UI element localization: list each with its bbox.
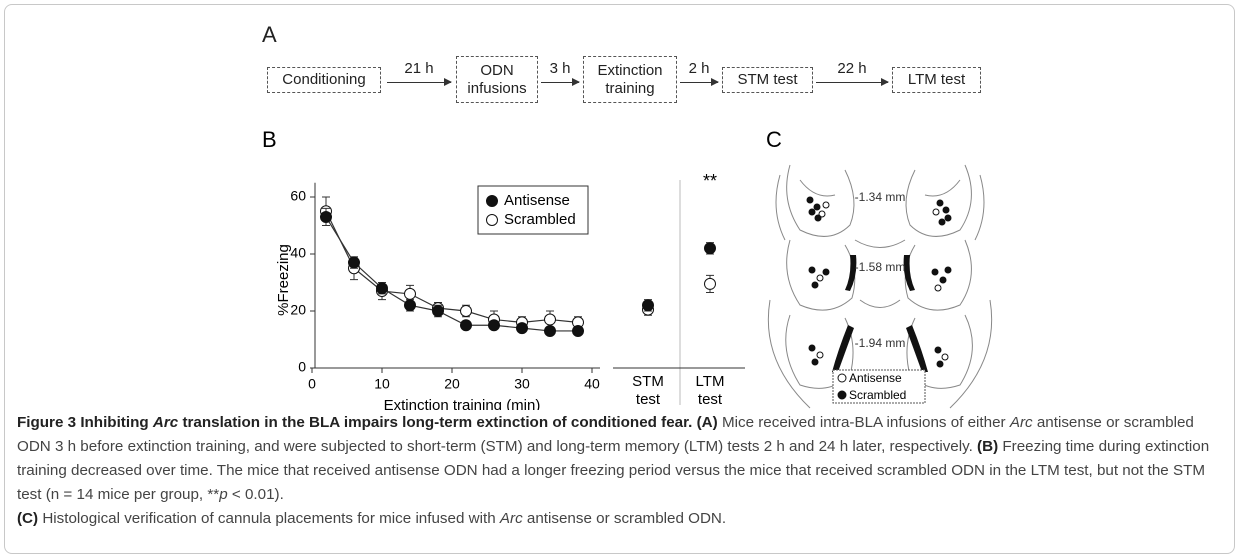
data-point xyxy=(404,299,416,312)
panel-label: C xyxy=(766,127,782,152)
interval-label: 21 h xyxy=(404,60,434,77)
caption-text: (B) xyxy=(977,438,999,455)
y-tick-label: 60 xyxy=(290,188,306,204)
data-point xyxy=(488,319,500,332)
data-point xyxy=(404,287,416,300)
caption-text: Arc xyxy=(152,414,179,431)
arrow xyxy=(816,78,889,86)
series-line xyxy=(325,216,578,332)
y-tick-label: 20 xyxy=(290,302,306,318)
legend-label: Antisense xyxy=(849,371,902,385)
x-tick-label: 30 xyxy=(514,376,530,392)
data-point xyxy=(516,322,528,335)
test-category-label: test xyxy=(636,391,661,408)
y-axis-label: %Freezing xyxy=(275,244,292,316)
ventricle xyxy=(906,325,928,372)
figure-frame xyxy=(4,4,1235,554)
data-point xyxy=(348,256,360,269)
data-point xyxy=(320,210,332,223)
x-tick-label: 40 xyxy=(584,376,600,392)
significance-annotation: ** xyxy=(703,171,717,191)
legend-label: Scrambled xyxy=(849,388,906,402)
caption-text: antisense or scrambled ODN. xyxy=(526,510,727,527)
caption-text: p xyxy=(219,486,228,503)
test-category-label: STM xyxy=(632,373,664,390)
test-point xyxy=(704,242,716,255)
step-box: Conditioning xyxy=(267,67,381,93)
figure-caption: Figure 3 Inhibiting Arc translation in t… xyxy=(17,411,1222,531)
legend-marker xyxy=(486,214,498,226)
caption-text: Arc xyxy=(499,510,523,527)
x-tick-label: 0 xyxy=(308,376,316,392)
legend-marker xyxy=(837,373,847,383)
caption-text: Figure 3 xyxy=(17,414,77,431)
test-category-label: test xyxy=(698,391,723,408)
data-point xyxy=(460,319,472,332)
step-box: ODN infusions xyxy=(456,56,538,103)
ventricle xyxy=(832,325,854,372)
arrow xyxy=(387,78,452,86)
series-line xyxy=(325,210,579,324)
caption-text: (A) xyxy=(696,414,718,431)
legend-marker xyxy=(837,390,847,400)
panel-label: A xyxy=(262,22,277,47)
section-level: -1.34 mm xyxy=(855,190,906,204)
x-tick-label: 20 xyxy=(444,376,460,392)
arrow xyxy=(541,78,580,86)
y-tick-label: 40 xyxy=(290,245,306,261)
step-box: STM test xyxy=(722,67,813,93)
data-point xyxy=(544,324,556,337)
interval-label: 3 h xyxy=(549,60,571,77)
ventricle xyxy=(845,255,915,291)
test-point xyxy=(642,299,654,312)
section-level: -1.94 mm xyxy=(855,336,906,350)
caption-text: Mice received intra-BLA infusions of eit… xyxy=(721,414,1006,431)
brain-sections xyxy=(767,164,993,409)
caption-text: Inhibiting xyxy=(80,414,149,431)
caption-text: < 0.01). xyxy=(231,486,284,503)
step-box: LTM test xyxy=(892,67,981,93)
legend-box xyxy=(832,369,926,404)
test-category-label: LTM xyxy=(696,373,725,390)
legend-marker xyxy=(486,195,498,207)
interval-label: 2 h xyxy=(688,60,710,77)
data-point xyxy=(432,305,444,317)
x-tick-label: 10 xyxy=(374,376,390,392)
caption-text: (C) xyxy=(17,510,39,527)
test-point xyxy=(704,277,716,290)
interval-label: 22 h xyxy=(837,60,867,77)
caption-text: translation in the BLA impairs long-term… xyxy=(182,414,693,431)
section-level: -1.58 mm xyxy=(855,260,906,274)
y-tick-label: 0 xyxy=(298,359,306,375)
panel-label: B xyxy=(262,127,277,152)
data-point xyxy=(572,324,584,337)
placement-dots xyxy=(806,196,952,368)
x-axis-label: Extinction training (min) xyxy=(384,397,541,410)
caption-text: Histological verification of cannula pla… xyxy=(42,510,496,527)
figure-graphics: B C -1.34 mm -1.58 mm -1.94 mm Antisense… xyxy=(262,127,993,410)
legend-label: Scrambled xyxy=(504,211,576,228)
caption-text: Arc xyxy=(1009,414,1033,431)
data-point xyxy=(544,313,556,326)
legend-box xyxy=(477,185,589,235)
data-point xyxy=(376,282,388,295)
data-point xyxy=(460,305,472,317)
caption-text: Freezing time during extinction training… xyxy=(17,438,1210,503)
arrow xyxy=(680,78,719,86)
step-box: Extinction training xyxy=(583,56,677,103)
legend-label: Antisense xyxy=(504,192,570,209)
caption-text: antisense or scrambled ODN 3 h before ex… xyxy=(17,414,1194,455)
